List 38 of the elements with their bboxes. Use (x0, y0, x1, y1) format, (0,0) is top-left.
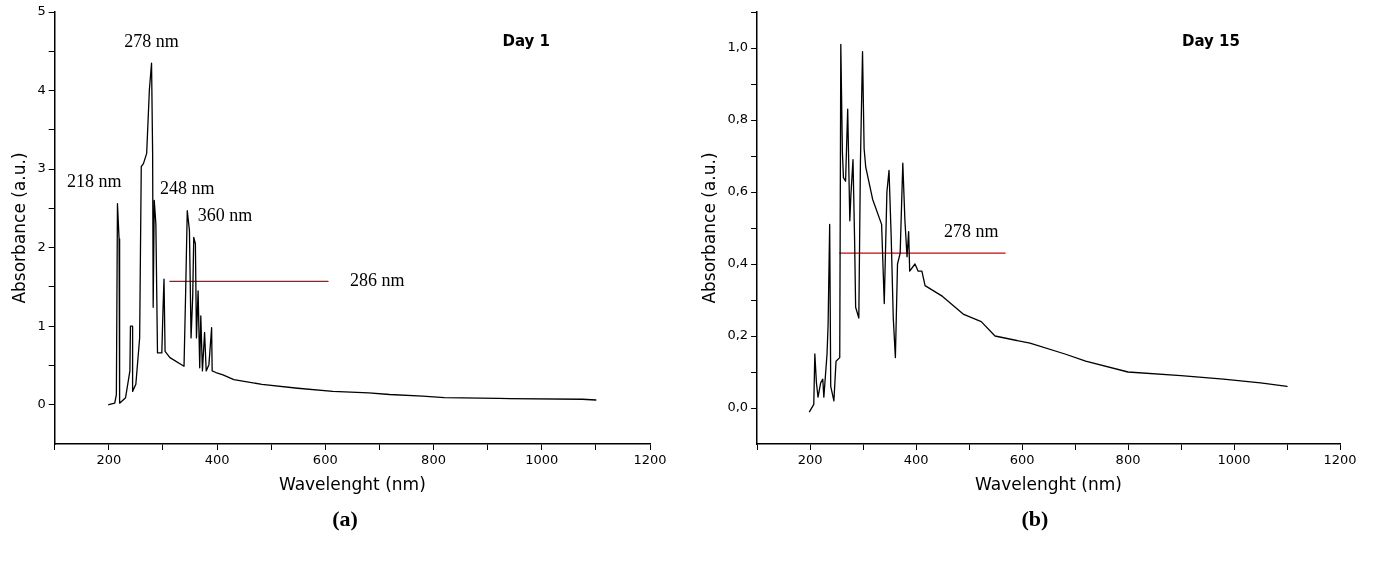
x-tick-label: 600 (1009, 452, 1035, 468)
x-tick-label: 400 (204, 452, 230, 468)
y-tick-label: 1,0 (727, 39, 749, 55)
x-tick-label: 1200 (633, 452, 667, 468)
x-tick-label: 200 (797, 452, 823, 468)
y-tick-label: 0,0 (727, 399, 749, 415)
y-axis-title: Absorbance (a.u.) (8, 152, 29, 304)
x-tick-label: 1000 (525, 452, 559, 468)
y-tick-label: 5 (37, 3, 46, 19)
y-tick-label: 3 (37, 160, 46, 176)
y-tick-label: 4 (37, 81, 46, 97)
annotation: 248 nm (160, 178, 215, 199)
annotation: Day 1 (502, 31, 550, 50)
x-tick-label: 800 (421, 452, 446, 468)
y-axis-title: Absorbance (a.u.) (698, 152, 719, 304)
annotation: 286 nm (349, 270, 405, 291)
x-tick-label: 1200 (1323, 452, 1357, 468)
annotation: 278 nm (124, 30, 179, 51)
y-tick-label: 2 (37, 239, 46, 255)
x-tick-label: 400 (903, 452, 929, 468)
y-tick-label: 0 (37, 396, 46, 412)
x-axis-title: Wavelenght (nm) (278, 474, 426, 495)
y-tick-label: 0,2 (727, 327, 749, 343)
x-tick-label: 600 (312, 452, 338, 468)
x-axis-title: Wavelenght (nm) (975, 474, 1122, 495)
annotation: 218 nm (66, 171, 122, 192)
y-tick-label: 0,4 (727, 255, 749, 271)
y-tick-label: 0,8 (727, 111, 749, 127)
x-tick-label: 200 (96, 452, 122, 468)
annotation: Day 15 (1182, 31, 1240, 50)
annotation: 278 nm (943, 220, 999, 241)
text: (a) (331, 506, 359, 532)
x-tick-label: 800 (1115, 452, 1141, 468)
text: (b) (1020, 506, 1050, 532)
y-tick-label: 0,6 (727, 183, 749, 199)
annotation: 360 nm (197, 205, 253, 226)
x-tick-label: 1000 (1217, 452, 1251, 468)
y-tick-label: 1 (37, 317, 46, 333)
